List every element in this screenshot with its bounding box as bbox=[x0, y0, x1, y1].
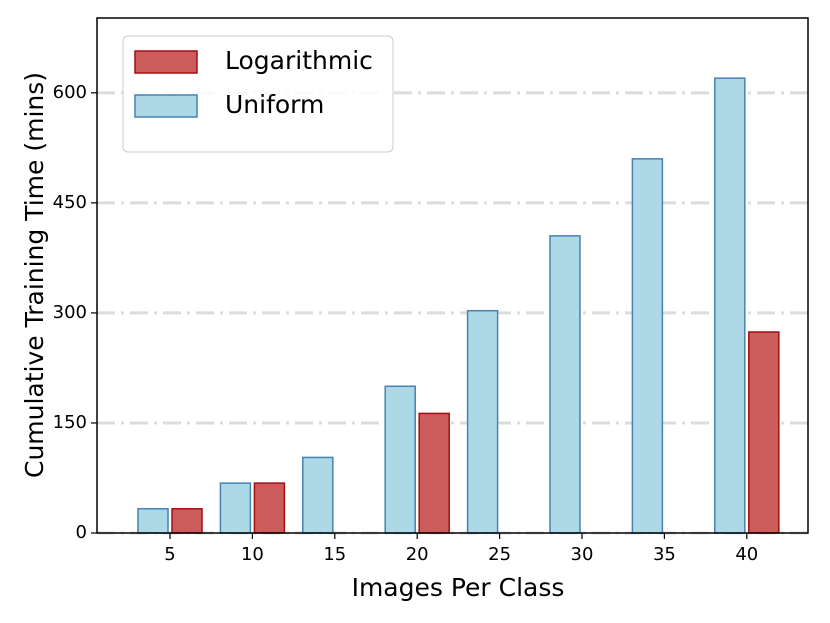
bar bbox=[549, 235, 581, 534]
legend-label: Logarithmic bbox=[225, 46, 373, 75]
bar bbox=[631, 158, 664, 534]
y-tick-label: 0 bbox=[76, 522, 87, 543]
x-axis-label: Images Per Class bbox=[352, 573, 565, 602]
x-tick-label: 15 bbox=[323, 544, 346, 565]
bar bbox=[418, 412, 450, 534]
bar bbox=[384, 385, 416, 534]
bar bbox=[466, 309, 499, 534]
legend-label: Uniform bbox=[225, 90, 324, 119]
y-tick-label: 600 bbox=[53, 82, 87, 103]
y-tick-label: 450 bbox=[53, 192, 87, 213]
x-tick-label: 40 bbox=[735, 544, 758, 565]
y-axis-label: Cumulative Training Time (mins) bbox=[20, 72, 49, 478]
legend-swatch bbox=[134, 94, 198, 118]
x-tick-label: 35 bbox=[653, 544, 676, 565]
bar bbox=[171, 508, 203, 534]
x-tick-label: 25 bbox=[488, 544, 511, 565]
bar bbox=[714, 77, 746, 534]
bar bbox=[253, 482, 286, 534]
bar bbox=[219, 482, 252, 534]
x-tick-label: 10 bbox=[241, 544, 264, 565]
bar bbox=[137, 508, 169, 534]
x-tick-label: 20 bbox=[406, 544, 429, 565]
x-tick-label: 30 bbox=[571, 544, 594, 565]
y-tick-label: 300 bbox=[53, 302, 87, 323]
legend-swatch bbox=[134, 50, 198, 74]
y-tick-label: 150 bbox=[53, 412, 87, 433]
bar bbox=[748, 331, 780, 534]
plot-frame bbox=[96, 17, 809, 534]
x-tick-label: 5 bbox=[164, 544, 175, 565]
bar bbox=[302, 456, 334, 534]
